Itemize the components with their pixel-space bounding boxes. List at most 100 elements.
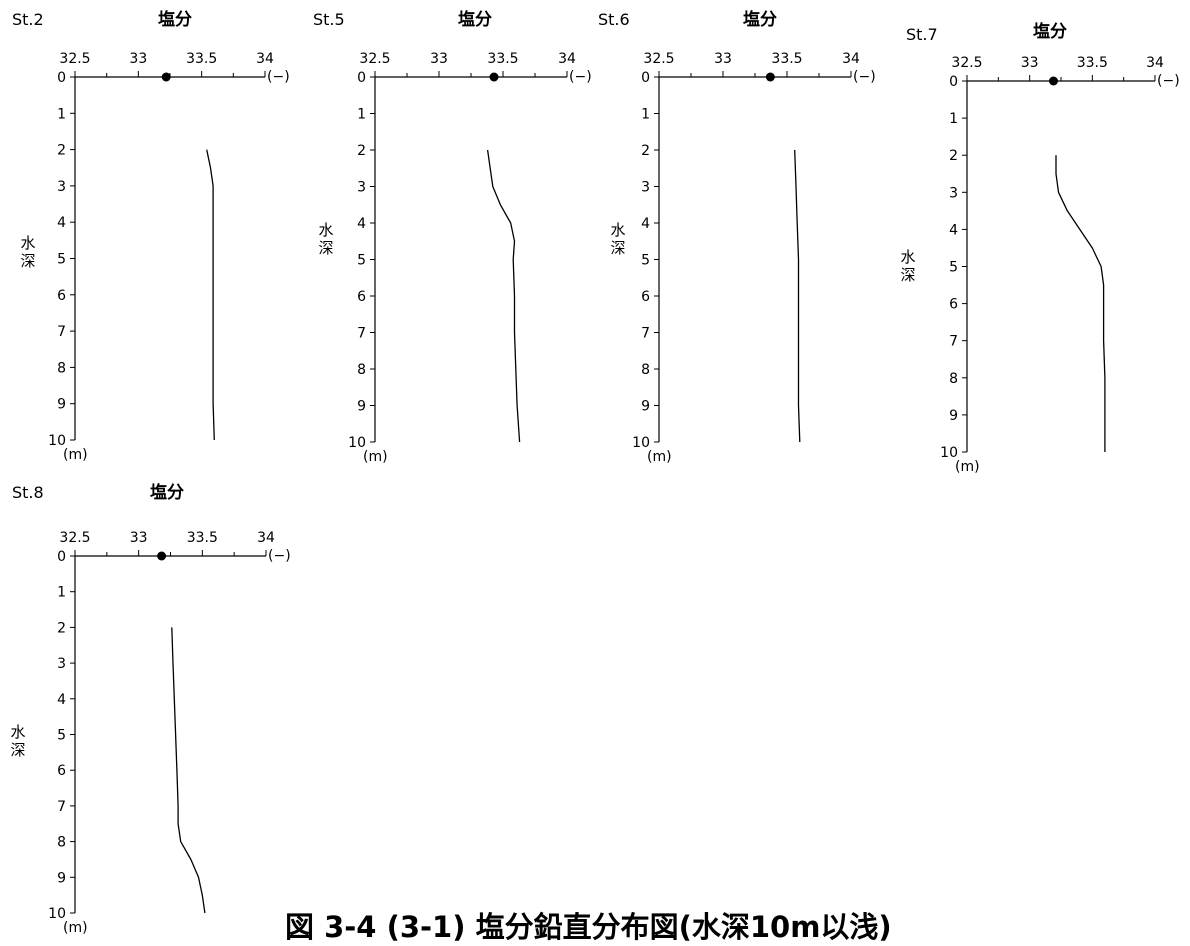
y-tick-label: 5 [641, 253, 650, 269]
y-tick-label: 9 [57, 397, 66, 413]
y-tick-label: 3 [57, 179, 66, 195]
x-tick-label: 33 [130, 530, 148, 546]
x-tick-label: 33 [129, 51, 147, 67]
y-tick-label: 6 [641, 289, 650, 305]
x-tick-label: 34 [558, 51, 576, 67]
x-tick-label: 32.5 [359, 51, 390, 67]
y-axis-label: 水深 [900, 248, 915, 284]
x-tick-label: 34 [257, 530, 275, 546]
y-tick-label: 10 [348, 435, 366, 451]
salinity-profile-line [206, 149, 215, 441]
y-tick-label: 2 [641, 143, 650, 159]
x-tick-label: 33.5 [771, 51, 802, 67]
y-unit-label: (m) [363, 449, 388, 465]
station-label: St.7 [906, 25, 938, 44]
y-tick-label: 5 [57, 252, 66, 268]
y-tick-label: 2 [57, 620, 66, 636]
y-tick-label: 9 [57, 870, 66, 886]
x-unit-label: (−) [267, 69, 290, 85]
y-tick-label: 0 [641, 70, 650, 86]
y-tick-label: 6 [57, 288, 66, 304]
y-tick-label: 6 [57, 763, 66, 779]
x-tick-label: 32.5 [59, 530, 90, 546]
surface-point [765, 72, 775, 82]
y-tick-label: 1 [949, 111, 958, 127]
station-label: St.8 [12, 483, 44, 502]
surface-point [157, 551, 167, 561]
y-tick-label: 9 [949, 408, 958, 424]
y-tick-label: 6 [949, 297, 958, 313]
y-tick-label: 0 [57, 549, 66, 565]
surface-point [161, 72, 171, 82]
y-tick-label: 8 [949, 371, 958, 387]
y-unit-label: (m) [647, 449, 672, 465]
x-tick-label: 33.5 [487, 51, 518, 67]
y-tick-label: 1 [357, 107, 366, 123]
y-tick-label: 8 [57, 360, 66, 376]
x-tick-label: 33 [714, 51, 732, 67]
x-unit-label: (−) [853, 69, 876, 85]
chart-title: 塩分 [1033, 21, 1067, 42]
y-tick-label: 4 [949, 222, 958, 238]
x-tick-label: 33.5 [187, 530, 218, 546]
y-tick-label: 6 [357, 289, 366, 305]
salinity-profile-line [794, 149, 801, 443]
station-label: St.2 [12, 10, 44, 29]
y-tick-label: 1 [641, 107, 650, 123]
chart-title: 塩分 [458, 9, 492, 30]
y-tick-label: 5 [949, 260, 958, 276]
y-axis-label: 水深 [10, 723, 25, 759]
figure-caption: 図 3-4 (3-1) 塩分鉛直分布図(水深10m以浅) [285, 910, 892, 944]
y-tick-label: 4 [57, 692, 66, 708]
y-tick-label: 2 [57, 143, 66, 159]
y-axis-label: 水深 [20, 234, 35, 270]
surface-point [1048, 76, 1058, 86]
y-tick-label: 7 [57, 324, 66, 340]
y-tick-label: 7 [641, 326, 650, 342]
y-unit-label: (m) [63, 447, 88, 463]
y-unit-label: (m) [955, 459, 980, 475]
x-tick-label: 33 [1021, 55, 1039, 71]
x-tick-label: 33 [430, 51, 448, 67]
salinity-profile-line [486, 149, 521, 443]
x-unit-label: (−) [1157, 73, 1180, 89]
y-tick-label: 8 [357, 362, 366, 378]
y-tick-label: 10 [48, 906, 66, 922]
y-tick-label: 8 [57, 835, 66, 851]
y-tick-label: 2 [357, 143, 366, 159]
y-tick-label: 1 [57, 106, 66, 122]
x-tick-label: 33.5 [186, 51, 217, 67]
y-tick-label: 4 [57, 215, 66, 231]
x-tick-label: 32.5 [951, 55, 982, 71]
y-tick-label: 0 [57, 70, 66, 86]
station-label: St.6 [598, 10, 630, 29]
x-tick-label: 32.5 [59, 51, 90, 67]
x-unit-label: (−) [268, 548, 291, 564]
y-tick-label: 4 [641, 216, 650, 232]
x-unit-label: (−) [569, 69, 592, 85]
y-axis-label: 水深 [318, 221, 333, 257]
salinity-profile-line [171, 627, 206, 914]
chart-title: 塩分 [743, 9, 777, 30]
y-tick-label: 7 [357, 326, 366, 342]
y-tick-label: 0 [949, 74, 958, 90]
x-tick-label: 34 [842, 51, 860, 67]
y-tick-label: 7 [57, 799, 66, 815]
y-tick-label: 3 [949, 185, 958, 201]
chart-title: 塩分 [150, 482, 184, 503]
y-tick-label: 3 [57, 656, 66, 672]
y-tick-label: 8 [641, 362, 650, 378]
x-tick-label: 34 [1146, 55, 1164, 71]
y-tick-label: 5 [57, 728, 66, 744]
chart-title: 塩分 [158, 9, 192, 30]
y-tick-label: 2 [949, 148, 958, 164]
y-tick-label: 3 [641, 180, 650, 196]
x-tick-label: 32.5 [643, 51, 674, 67]
y-tick-label: 10 [940, 445, 958, 461]
